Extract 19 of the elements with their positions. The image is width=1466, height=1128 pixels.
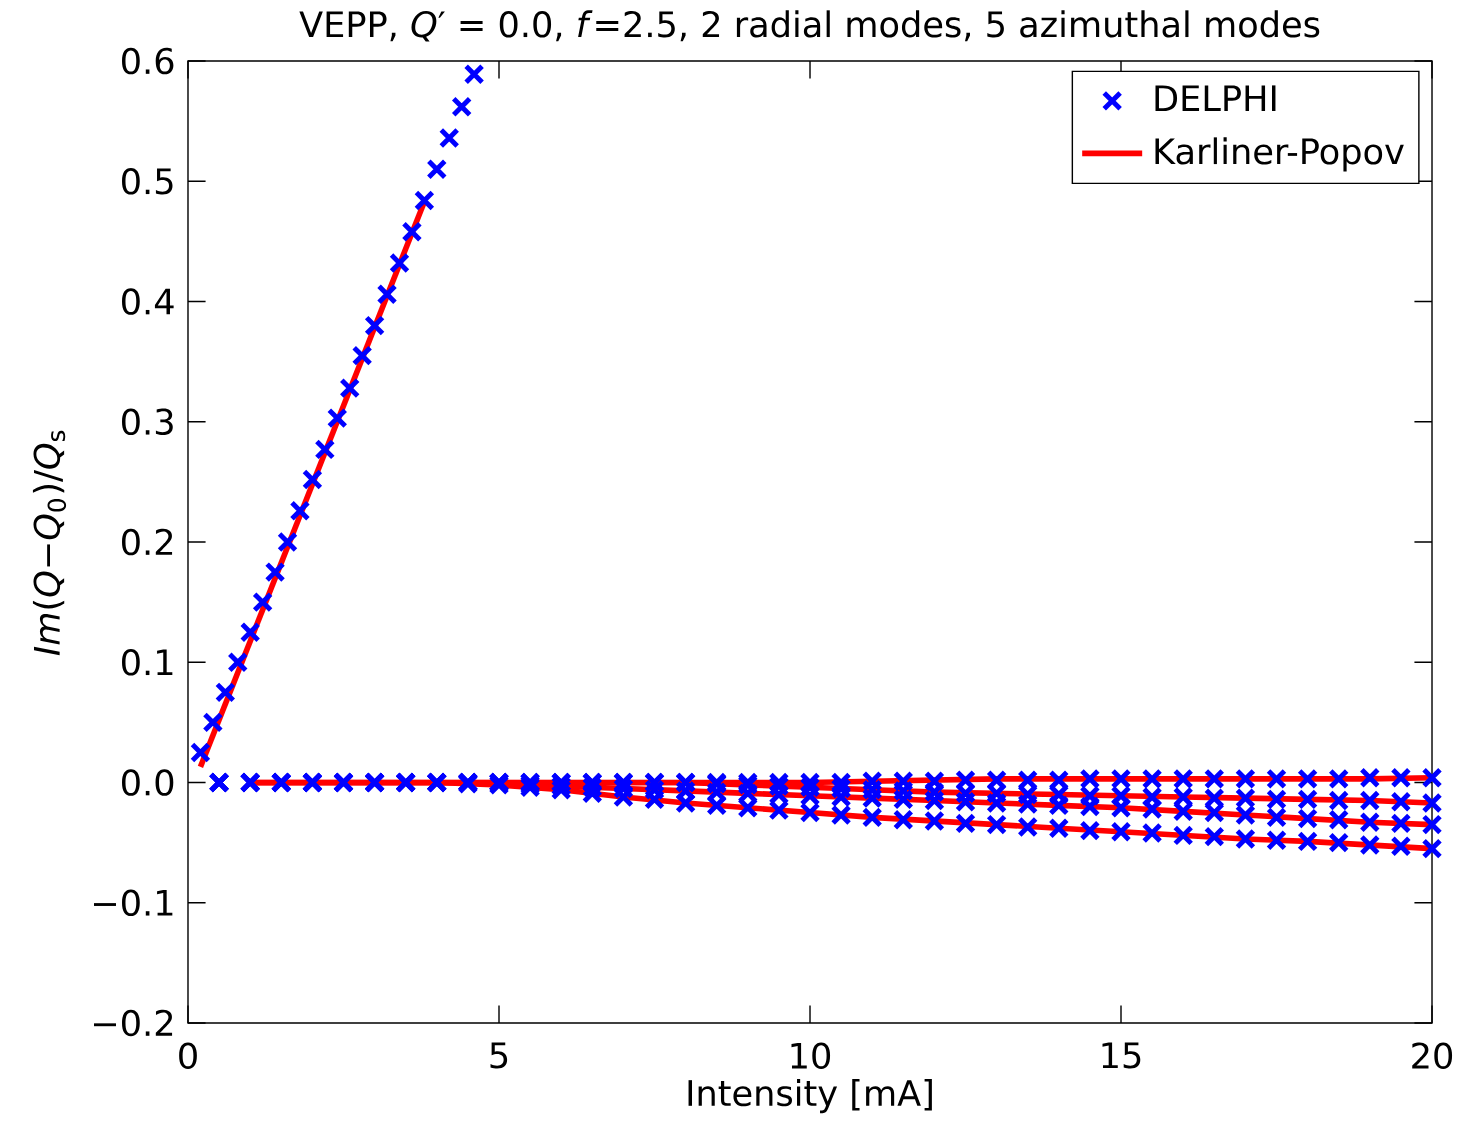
y-tick-label: 0.5 xyxy=(122,167,173,195)
text: Im(Q−Q$_{0}$)/Q$_{s}$ xyxy=(32,430,67,656)
y-tick-label: 0.1 xyxy=(122,648,173,676)
y-tick-label: −0.2 xyxy=(93,1009,173,1037)
legend-label: DELPHI xyxy=(1155,85,1276,112)
y-tick-label: 0.0 xyxy=(122,769,174,796)
legend-label: Karliner-Popov xyxy=(1155,137,1404,172)
y-tick-label: −0.1 xyxy=(93,889,173,917)
y-tick-label: 0.2 xyxy=(122,528,173,556)
x-axis-title: Intensity [mA] xyxy=(688,1079,932,1114)
x-tick-label: 15 xyxy=(1102,1042,1141,1069)
chart-title: VEPP, Q′ = 0.0, f=2.5, 2 radial modes, 5 azimuthal modes xyxy=(299,10,1320,42)
y-tick-label: 0.3 xyxy=(122,408,173,436)
x-tick-label: 20 xyxy=(1412,1042,1453,1070)
x-tick-label: 5 xyxy=(490,1042,508,1069)
y-tick-label: 0.6 xyxy=(122,47,174,75)
y-tick-label: 0.4 xyxy=(122,288,174,315)
x-tick-label: 10 xyxy=(791,1042,831,1070)
x-tick-label: 0 xyxy=(179,1042,197,1070)
